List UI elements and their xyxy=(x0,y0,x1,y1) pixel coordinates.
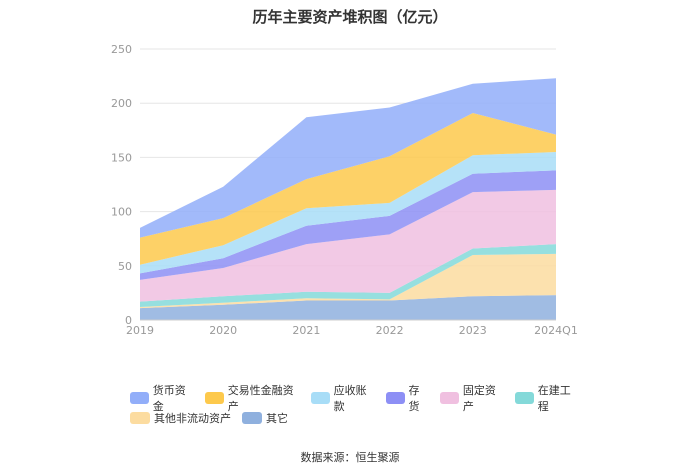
legend-item[interactable]: 固定资产 xyxy=(440,382,504,414)
legend-label: 应收账款 xyxy=(333,384,367,413)
legend: 货币资金 交易性金融资产 应收账款 存货 固定资产 在建工程其他非流动资产 其它 xyxy=(130,384,590,428)
legend-label: 固定资产 xyxy=(462,384,496,413)
area-series-5 xyxy=(140,152,556,274)
y-tick-label: 50 xyxy=(118,260,132,273)
area-series-3 xyxy=(140,189,556,302)
legend-label: 货币资金 xyxy=(152,384,186,413)
legend-label: 交易性金融资产 xyxy=(227,384,294,413)
legend-label: 存货 xyxy=(408,384,420,413)
y-tick-label: 150 xyxy=(111,151,132,164)
y-tick-label: 250 xyxy=(111,43,132,56)
legend-item[interactable]: 交易性金融资产 xyxy=(204,382,300,414)
legend-item[interactable]: 其它 xyxy=(242,410,288,426)
legend-item[interactable]: 其他非流动资产 xyxy=(130,410,231,426)
area-series-0 xyxy=(140,295,556,320)
legend-item[interactable]: 货币资金 xyxy=(130,382,194,414)
x-tick-label: 2022 xyxy=(376,324,404,337)
legend-swatch xyxy=(515,392,534,404)
axis-layer: 0 50 100 150 200 250 2019 2020 2021 2022 2023 2024Q… xyxy=(111,43,578,337)
legend-row: 货币资金 交易性金融资产 应收账款 存货 固定资产 在建工程 xyxy=(130,384,590,413)
legend-row: 其他非流动资产 其它 xyxy=(130,408,590,428)
area-series-1 xyxy=(140,253,556,309)
legend-item[interactable]: 应收账款 xyxy=(310,382,375,414)
x-tick-label: 2024Q1 xyxy=(534,324,578,337)
legend-label: 在建工程 xyxy=(537,384,571,413)
x-tick-label: 2021 xyxy=(292,324,320,337)
area-series-2 xyxy=(140,244,556,307)
legend-swatch xyxy=(130,392,149,404)
area-series-4 xyxy=(140,170,556,280)
y-tick-label: 200 xyxy=(111,97,132,110)
legend-label: 其他非流动资产 xyxy=(154,412,231,425)
legend-swatch xyxy=(310,392,330,404)
legend-swatch xyxy=(204,392,224,404)
x-tick-label: 2019 xyxy=(126,324,154,337)
source-note: 数据来源：恒生聚源 xyxy=(300,451,400,464)
y-tick-label: 100 xyxy=(111,206,132,219)
legend-label: 其它 xyxy=(266,412,288,425)
area-series-6 xyxy=(140,113,556,265)
area-layer xyxy=(140,78,556,320)
stacked-area-chart: 0 50 100 150 200 250 2019 2020 2021 2022 2023 2024Q… xyxy=(111,43,578,337)
legend-swatch xyxy=(385,392,405,404)
legend-swatch xyxy=(242,412,262,424)
legend-swatch xyxy=(440,392,459,404)
x-tick-label: 2023 xyxy=(459,324,487,337)
legend-item[interactable]: 在建工程 xyxy=(515,382,579,414)
y-tick-label: 0 xyxy=(125,314,132,327)
x-tick-label: 2020 xyxy=(209,324,237,337)
legend-swatch xyxy=(130,412,150,424)
legend-item[interactable]: 存货 xyxy=(385,382,429,414)
chart-title: 历年主要资产堆积图（亿元） xyxy=(252,8,448,26)
area-series-7 xyxy=(140,78,556,238)
